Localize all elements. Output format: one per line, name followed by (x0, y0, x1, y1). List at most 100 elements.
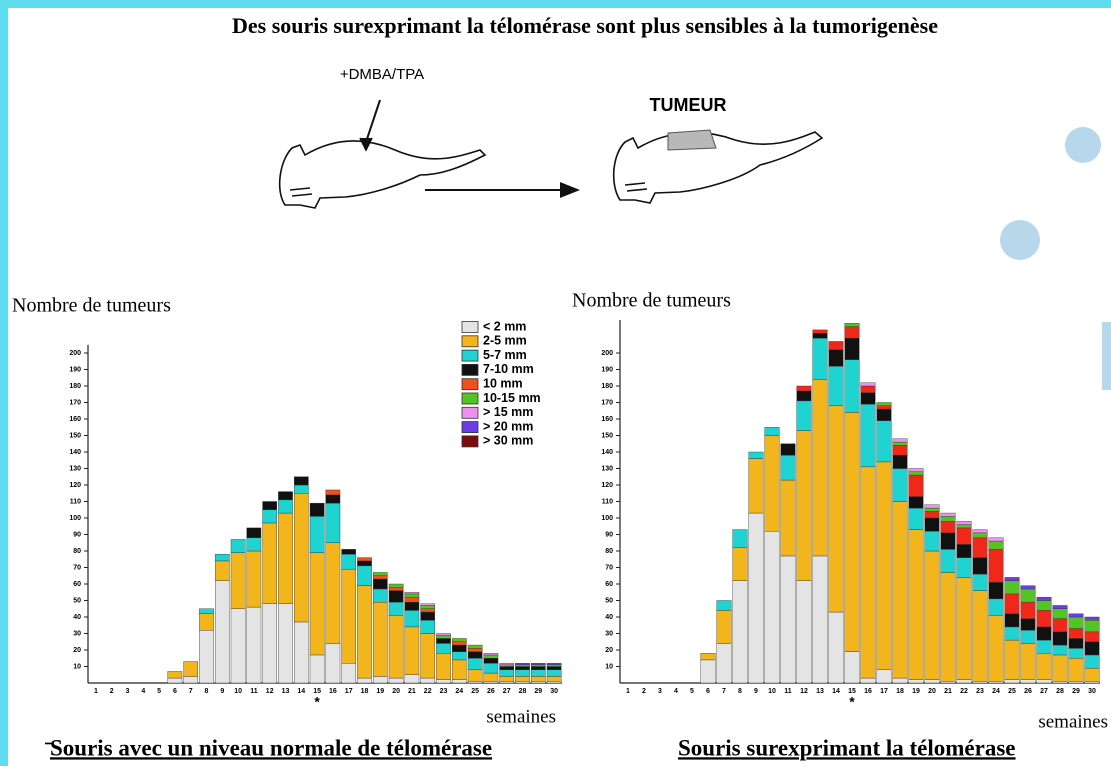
bar-segment (1037, 640, 1051, 653)
bar-segment (294, 485, 308, 493)
bar-segment (184, 676, 198, 683)
bar-segment (484, 663, 498, 673)
x-tick-label: 9 (754, 688, 758, 695)
bar-segment (326, 543, 340, 644)
y-tick-label: 60 (605, 581, 613, 588)
y-tick-label: 120 (601, 482, 613, 489)
bar-segment (547, 663, 561, 665)
bar-segment (797, 431, 811, 581)
x-tick-label: 25 (1008, 688, 1016, 695)
bar-segment (231, 539, 245, 552)
y-axis-label: Nombre de tumeurs (572, 290, 731, 312)
bar-segment (484, 681, 498, 683)
y-tick-label: 150 (69, 432, 81, 439)
bar-segment (749, 459, 763, 513)
bar-segment (1085, 642, 1099, 655)
bar-segment (500, 667, 514, 670)
bar-segment (909, 680, 923, 683)
bar-segment (389, 584, 403, 587)
bar-segment (373, 576, 387, 579)
bar-segment (294, 493, 308, 622)
bar-segment (310, 655, 324, 683)
bar-segment (957, 525, 971, 528)
bar-segment (749, 452, 763, 459)
bar-segment (973, 538, 987, 558)
bar-segment (893, 439, 907, 442)
bar-segment (1085, 655, 1099, 668)
bar-segment (957, 521, 971, 524)
tumor-shape (668, 130, 716, 150)
x-tick-label: 11 (250, 688, 258, 695)
bar-segment (421, 678, 435, 683)
bar-segment (215, 581, 229, 683)
bar-segment (845, 338, 859, 359)
bar-segment (893, 502, 907, 679)
bar-segment (500, 670, 514, 677)
bar-segment (861, 383, 875, 386)
slide: Des souris surexprimant la télomérase so… (0, 0, 1111, 766)
y-tick-label: 10 (73, 663, 81, 670)
bar-segment (1037, 653, 1051, 679)
bar-segment (500, 676, 514, 681)
y-tick-label: 130 (601, 465, 613, 472)
bar-segment (357, 678, 371, 683)
y-tick-label: 190 (69, 366, 81, 373)
legend-label: 7-10 mm (483, 362, 534, 376)
bar-segment (989, 681, 1003, 683)
bar-segment (342, 549, 356, 554)
y-tick-label: 180 (69, 383, 81, 390)
bar-segment (310, 516, 324, 552)
bar-segment (941, 516, 955, 521)
bar-segment (531, 670, 545, 677)
bar-segment (829, 366, 843, 406)
bar-segment (342, 554, 356, 569)
bar-segment (845, 327, 859, 339)
bar-segment (877, 409, 891, 421)
bar-segment (278, 492, 292, 500)
x-tick-label: 6 (706, 688, 710, 695)
x-tick-label: 26 (487, 688, 495, 695)
x-axis-label: semaines (1038, 711, 1108, 732)
bar-segment (1069, 614, 1083, 617)
bar-segment (877, 403, 891, 406)
bar-segment (405, 597, 419, 602)
bar-segment (1069, 658, 1083, 681)
bar-segment (405, 610, 419, 627)
bar-segment (989, 582, 1003, 599)
bar-segment (452, 642, 466, 645)
bar-segment (278, 513, 292, 604)
bar-segment (342, 663, 356, 683)
x-tick-label: 8 (738, 688, 742, 695)
bar-segment (1085, 681, 1099, 683)
bar-segment (452, 645, 466, 652)
y-tick-label: 180 (601, 383, 613, 390)
bar-segment (1053, 609, 1067, 619)
bar-segment (326, 495, 340, 503)
bar-segment (531, 681, 545, 683)
bar-segment (781, 556, 795, 683)
bar-segment (877, 462, 891, 670)
y-tick-label: 150 (601, 432, 613, 439)
bar-segment (500, 665, 514, 667)
legend-swatch (462, 379, 478, 390)
bar-segment (957, 544, 971, 557)
bar-segment (989, 599, 1003, 616)
bar-segment (877, 421, 891, 462)
legend-label: 10 mm (483, 376, 523, 390)
bar-segment (389, 602, 403, 615)
decor-circle (1000, 220, 1040, 260)
x-tick-label: 3 (126, 688, 130, 695)
bar-segment (373, 572, 387, 575)
y-tick-label: 70 (605, 564, 613, 571)
bar-segment (813, 333, 827, 338)
bar-segment (1053, 655, 1067, 681)
tumor-label: TUMEUR (650, 95, 727, 115)
bar-segment (1021, 680, 1035, 683)
bar-segment (989, 538, 1003, 541)
bar-segment (168, 671, 182, 678)
x-tick-label: 16 (329, 688, 337, 695)
y-tick-label: 20 (605, 647, 613, 654)
y-tick-label: 190 (601, 366, 613, 373)
bar-segment (909, 475, 923, 496)
y-tick-label: 90 (605, 531, 613, 538)
